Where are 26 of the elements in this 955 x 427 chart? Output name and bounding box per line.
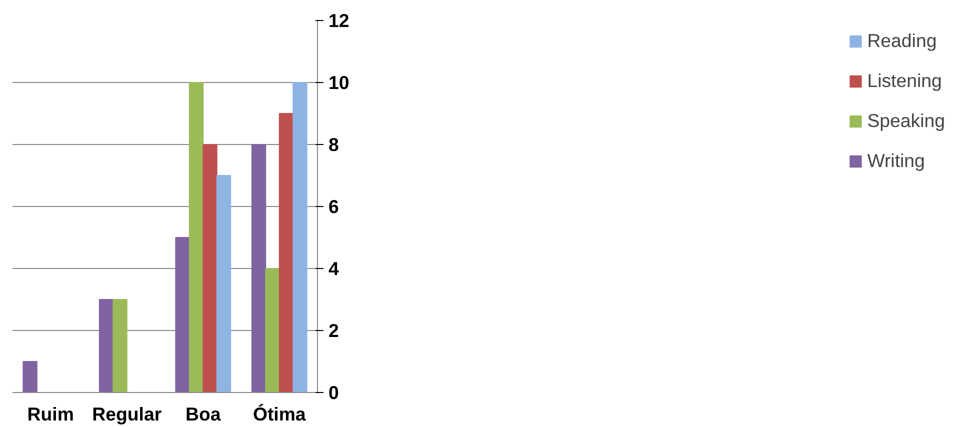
x-tick-label: Regular — [92, 404, 162, 424]
y-tick-label: 8 — [328, 134, 339, 155]
y-tick-label: 12 — [328, 10, 350, 31]
bar — [22, 361, 38, 392]
bar — [278, 113, 294, 392]
y-tick-label: 0 — [328, 382, 339, 403]
x-tick-label: Ótima — [252, 404, 306, 424]
y-tick-label: 10 — [328, 72, 350, 93]
bar — [216, 175, 232, 392]
legend-label: Speaking — [867, 110, 945, 132]
y-tick-label: 2 — [328, 320, 339, 341]
y-tick-label: 6 — [328, 196, 339, 217]
x-tick-label: Ruim — [27, 404, 74, 424]
bar — [98, 299, 114, 392]
bar — [188, 82, 204, 392]
bar — [175, 237, 190, 392]
y-tick-label: 4 — [328, 258, 340, 279]
legend-label: Writing — [867, 150, 925, 172]
bar — [202, 144, 218, 392]
bar — [251, 144, 266, 392]
legend-label: Reading — [867, 30, 937, 52]
bar — [292, 82, 308, 392]
bar — [265, 268, 280, 392]
bar — [112, 299, 128, 392]
legend-label: Listening — [867, 70, 942, 92]
x-tick-label: Boa — [186, 404, 222, 424]
